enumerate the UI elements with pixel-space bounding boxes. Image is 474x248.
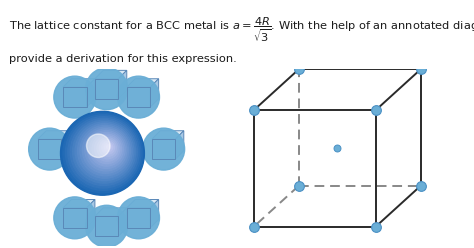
Polygon shape — [175, 131, 184, 159]
Circle shape — [143, 128, 185, 170]
Polygon shape — [63, 79, 95, 87]
Circle shape — [104, 143, 113, 152]
Polygon shape — [61, 131, 70, 159]
FancyBboxPatch shape — [38, 139, 61, 159]
Circle shape — [102, 141, 114, 154]
Polygon shape — [127, 79, 159, 87]
FancyBboxPatch shape — [95, 79, 118, 99]
Circle shape — [100, 140, 116, 156]
Circle shape — [54, 197, 96, 239]
FancyBboxPatch shape — [63, 208, 87, 228]
Circle shape — [70, 118, 137, 186]
Circle shape — [95, 136, 120, 161]
Circle shape — [54, 76, 96, 118]
FancyBboxPatch shape — [127, 208, 150, 228]
Polygon shape — [127, 199, 159, 208]
Circle shape — [97, 138, 118, 159]
Circle shape — [82, 127, 128, 173]
Circle shape — [118, 197, 159, 239]
Circle shape — [61, 111, 145, 195]
Circle shape — [75, 122, 134, 181]
Circle shape — [90, 132, 123, 166]
Polygon shape — [87, 199, 95, 228]
Polygon shape — [152, 131, 184, 139]
Circle shape — [28, 128, 71, 170]
Circle shape — [92, 134, 121, 164]
Circle shape — [86, 68, 128, 110]
Circle shape — [68, 117, 139, 188]
Circle shape — [85, 129, 127, 171]
Polygon shape — [95, 208, 127, 216]
Polygon shape — [150, 79, 159, 107]
Polygon shape — [63, 199, 95, 208]
Text: provide a derivation for this expression.: provide a derivation for this expression… — [9, 54, 237, 64]
Circle shape — [65, 115, 141, 190]
FancyBboxPatch shape — [127, 87, 150, 107]
Circle shape — [118, 76, 159, 118]
FancyBboxPatch shape — [63, 87, 87, 107]
Polygon shape — [95, 70, 127, 79]
Circle shape — [87, 131, 125, 168]
Circle shape — [86, 205, 128, 247]
Polygon shape — [38, 131, 70, 139]
Polygon shape — [118, 208, 127, 236]
FancyBboxPatch shape — [152, 139, 175, 159]
Polygon shape — [87, 79, 95, 107]
Circle shape — [107, 145, 111, 149]
Text: The lattice constant for a BCC metal is $a = \dfrac{4R}{\sqrt{3}}$. With the hel: The lattice constant for a BCC metal is … — [9, 15, 474, 44]
Circle shape — [63, 113, 143, 193]
Circle shape — [87, 134, 110, 157]
FancyBboxPatch shape — [95, 216, 118, 236]
Polygon shape — [150, 199, 159, 228]
Circle shape — [80, 125, 130, 176]
Circle shape — [78, 124, 132, 178]
Circle shape — [73, 120, 136, 183]
Polygon shape — [118, 70, 127, 99]
